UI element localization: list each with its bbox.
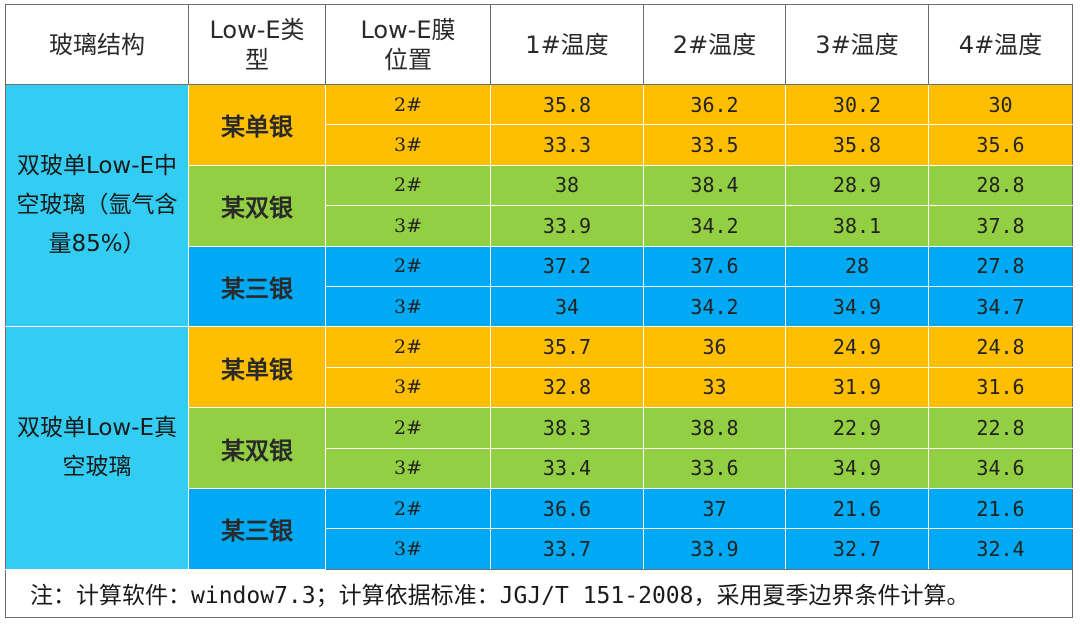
glass-structure-cell: 双玻单Low-E中空玻璃（氩气含量85%） [5,83,189,328]
table-row: 双玻单Low-E真空玻璃 某单银 2# 35.7 36 24.9 24.8 [5,326,1073,570]
temp4-cell: 22.8 [928,407,1073,449]
film-position-cell: 3# [325,124,491,166]
temp4-cell: 34.6 [928,447,1073,489]
temp2-cell: 34.2 [643,285,786,328]
film-position-cell: 2# [325,326,491,368]
temp1-cell: 33.3 [490,124,644,166]
temp2-cell: 33.6 [643,447,786,489]
temp4-cell: 35.6 [928,124,1073,166]
header-row: 玻璃结构 Low-E类型 Low-E膜位置 1#温度 2#温度 3#温度 4#温… [5,4,1073,85]
temp3-cell: 32.7 [785,528,929,570]
temp2-cell: 37.6 [643,245,786,287]
table-row: 双玻单Low-E中空玻璃（氩气含量85%） 某单银 2# 35.8 36.2 30.2 30 [5,83,1073,328]
temp3-cell: 38.1 [785,205,929,247]
temp2-cell: 34.2 [643,205,786,247]
temp2-cell: 33 [643,366,786,409]
film-position-cell: 2# [325,487,491,530]
temperature-table-container: 玻璃结构 Low-E类型 Low-E膜位置 1#温度 2#温度 3#温度 4#温… [5,4,1073,618]
temp1-cell: 32.8 [490,366,644,409]
temp1-cell: 34 [490,285,644,328]
header-temp2: 2#温度 [643,4,786,85]
temp1-cell: 38.3 [490,407,644,449]
temp3-cell: 34.9 [785,447,929,489]
temp1-cell: 33.7 [490,528,644,570]
temp1-cell: 38 [490,164,644,207]
header-structure: 玻璃结构 [5,4,189,85]
temp1-cell: 35.8 [490,83,644,126]
lowe-type-cell: 某单银 [188,84,326,166]
temp3-cell: 24.9 [785,326,929,368]
temp2-cell: 37 [643,487,786,530]
table-row: 3# 33.7 33.9 32.7 32.4 [6,528,1073,570]
lowe-type-cell: 某三银 [188,487,326,570]
lowe-type-cell: 某三银 [188,245,326,328]
note-row: 注：计算软件：window7.3；计算依据标准：JGJ/T 151-2008，采… [5,568,1073,618]
temp1-cell: 37.2 [490,245,644,287]
header-temp3: 3#温度 [785,4,929,85]
header-lowe-type: Low-E类型 [188,4,326,85]
film-position-cell: 3# [325,447,491,489]
temp3-cell: 35.8 [785,124,929,166]
temp4-cell: 34.7 [928,285,1073,328]
temp4-cell: 28.8 [928,164,1073,207]
temp4-cell: 24.8 [928,326,1073,368]
lowe-type-cell: 某单银 [188,326,326,409]
lowe-type-cell: 某双银 [188,164,326,247]
header-temp1: 1#温度 [490,4,644,85]
temp1-cell: 36.6 [490,487,644,530]
temp2-cell: 36.2 [643,83,786,126]
table-body: 双玻单Low-E中空玻璃（氩气含量85%） 某单银 2# 35.8 36.2 30.2 30… [5,83,1073,570]
table-row: 3# 34 34.2 34.9 34.7 [6,285,1073,328]
temp3-cell: 28 [785,245,929,287]
table-row: 某三银 2# 37.2 37.6 28 27.8 [6,245,1073,328]
temp2-cell: 38.4 [643,164,786,207]
film-position-cell: 3# [325,366,491,409]
temp4-cell: 31.6 [928,366,1073,409]
film-position-cell: 3# [325,205,491,247]
temp2-cell: 36 [643,326,786,368]
temp4-cell: 21.6 [928,487,1073,530]
temp1-cell: 33.9 [490,205,644,247]
film-position-cell: 3# [325,528,491,570]
temp1-cell: 33.4 [490,447,644,489]
table-row: 3# 32.8 33 31.9 31.6 [6,366,1073,409]
film-position-cell: 2# [325,245,491,287]
lowe-type-cell: 某双银 [188,407,326,489]
film-position-cell: 2# [325,83,491,126]
film-position-cell: 2# [325,164,491,207]
table-row: 3# 33.9 34.2 38.1 37.8 [6,205,1073,247]
header-lowe-position: Low-E膜位置 [325,4,491,85]
temp3-cell: 21.6 [785,487,929,530]
table-row: 某三银 2# 36.6 37 21.6 21.6 [6,487,1073,570]
temp4-cell: 37.8 [928,205,1073,247]
glass-temperature-table: 玻璃结构 Low-E类型 Low-E膜位置 1#温度 2#温度 3#温度 4#温… [5,4,1073,618]
film-position-cell: 3# [325,285,491,328]
temp2-cell: 33.5 [643,124,786,166]
glass-structure-cell: 双玻单Low-E真空玻璃 [5,326,189,570]
temp2-cell: 38.8 [643,407,786,449]
film-position-cell: 2# [325,407,491,449]
temp3-cell: 30.2 [785,83,929,126]
temp3-cell: 34.9 [785,285,929,328]
table-row: 3# 33.3 33.5 35.8 35.6 [6,124,1073,166]
temp4-cell: 32.4 [928,528,1073,570]
calculation-note: 注：计算软件：window7.3；计算依据标准：JGJ/T 151-2008，采… [5,568,1073,618]
temp3-cell: 28.9 [785,164,929,207]
table-row: 某双银 2# 38.3 38.8 22.9 22.8 [6,407,1073,489]
temp3-cell: 22.9 [785,407,929,449]
temp3-cell: 31.9 [785,366,929,409]
temp4-cell: 27.8 [928,245,1073,287]
temp2-cell: 33.9 [643,528,786,570]
temp4-cell: 30 [928,83,1073,126]
table-row: 某双银 2# 38 38.4 28.9 28.8 [6,164,1073,247]
header-temp4: 4#温度 [928,4,1073,85]
temp1-cell: 35.7 [490,326,644,368]
